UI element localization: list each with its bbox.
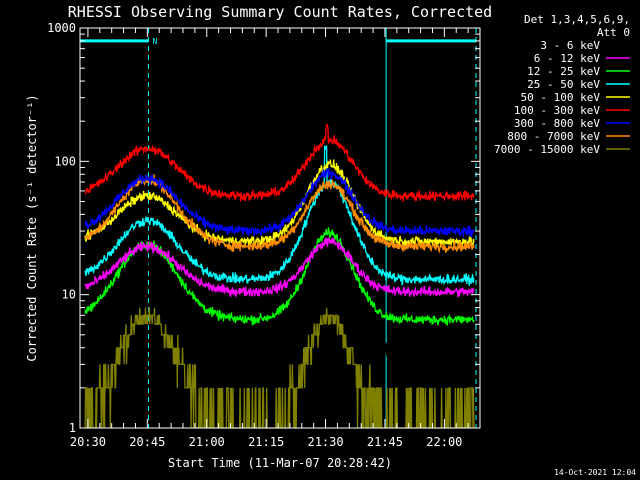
legend-label: 100 - 300 keV xyxy=(514,104,600,117)
series-line xyxy=(84,241,475,374)
x-tick-label: 22:00 xyxy=(426,435,462,449)
series-line xyxy=(84,236,475,298)
x-tick-label: 21:30 xyxy=(307,435,343,449)
legend-label: 25 - 50 keV xyxy=(527,78,600,91)
x-tick-label: 21:00 xyxy=(189,435,225,449)
legend-label: 6 - 12 keV xyxy=(534,52,601,65)
series-line xyxy=(84,159,475,248)
y-axis: 1 10 100 1000 xyxy=(47,21,480,435)
legend-label: 800 - 7000 keV xyxy=(507,130,600,143)
y-tick-label: 1000 xyxy=(47,21,76,35)
series-line xyxy=(84,123,475,202)
y-axis-label: Corrected Count Rate (s⁻¹ detector⁻¹) xyxy=(25,94,39,361)
legend-label: 3 - 6 keV xyxy=(540,39,600,52)
legend-header: Att 0 xyxy=(597,26,630,39)
x-tick-label: 21:15 xyxy=(248,435,284,449)
legend-header: Det 1,3,4,5,6,9, xyxy=(524,13,630,26)
timestamp: 14-Oct-2021 12:04 xyxy=(554,468,636,477)
y-tick-label: 1 xyxy=(69,421,76,435)
series-line xyxy=(84,145,475,287)
series-line xyxy=(84,307,475,429)
x-tick-label: 20:45 xyxy=(129,435,165,449)
chart-title: RHESSI Observing Summary Count Rates, Co… xyxy=(68,3,492,21)
x-axis-label: Start Time (11-Mar-07 20:28:42) xyxy=(168,456,392,470)
series-line xyxy=(84,167,475,238)
series-group xyxy=(84,123,475,429)
x-tick-label: 21:45 xyxy=(367,435,403,449)
legend-label: 300 - 800 keV xyxy=(514,117,600,130)
x-axis: 20:30 20:45 21:00 21:15 21:30 21:45 22:00 xyxy=(70,28,469,449)
x-tick-label: 20:30 xyxy=(70,435,106,449)
flag-label: N xyxy=(153,37,158,46)
series-line xyxy=(84,227,475,326)
legend-label: 7000 - 15000 keV xyxy=(494,143,600,156)
plot-frame xyxy=(79,27,481,429)
y-tick-label: 100 xyxy=(54,154,76,168)
legend-label: 12 - 25 keV xyxy=(527,65,600,78)
y-tick-label: 10 xyxy=(62,288,76,302)
legend-label: 50 - 100 keV xyxy=(521,91,601,104)
